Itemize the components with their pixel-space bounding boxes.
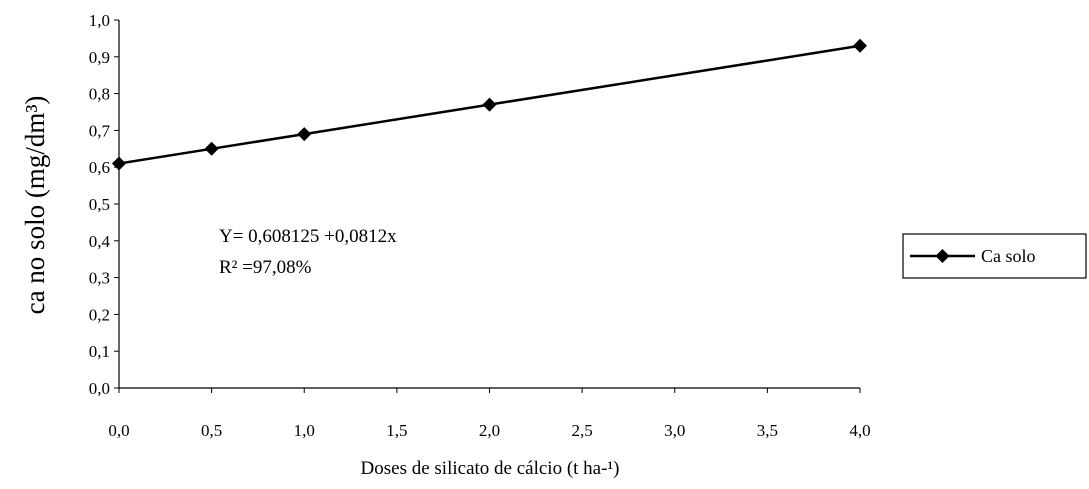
y-tick-label: 0,5 [89,195,110,214]
regression-equation: Y= 0,608125 +0,0812x [219,226,397,247]
x-tick-label: 1,0 [294,421,315,440]
legend-label: Ca solo [981,246,1036,266]
data-point [853,38,867,53]
x-tick-label: 2,5 [572,421,593,440]
data-point [297,127,312,142]
ticks: 0,0 0,1 0,2 0,3 0,4 0,5 0,6 0,7 0,8 0,9 1,0 0,0 0,5 1… [89,11,871,440]
y-tick-label: 0,9 [89,48,110,67]
data-point [204,141,219,156]
y-tick-label: 0,8 [89,85,110,104]
y-tick-label: 0,0 [89,379,110,398]
y-tick-label: 0,7 [89,121,111,140]
y-tick-label: 0,1 [89,342,110,361]
x-tick-label: 2,0 [479,421,500,440]
legend-marker [935,249,950,263]
y-tick-label: 1,0 [89,11,110,30]
axes [118,20,860,389]
y-axis-title: ca no solo (mg/dm³) [20,96,50,315]
x-tick-label: 0,5 [201,421,222,440]
y-tick-label: 0,2 [89,305,110,324]
legend: Ca solo [902,233,1087,279]
x-tick-label: 1,5 [386,421,407,440]
y-tick-label: 0,4 [89,232,111,251]
x-tick-label: 3,5 [757,421,778,440]
data-point [482,97,497,112]
x-axis-title: Doses de silicato de cálcio (t ha-¹) [361,458,620,479]
y-tick-label: 0,6 [89,158,110,177]
y-tick-label: 0,3 [89,269,110,288]
series-layer [112,38,867,171]
r-squared-annotation: R² =97,08% [219,257,312,278]
data-point [112,156,126,171]
x-tick-label: 0,0 [108,421,129,440]
x-tick-label: 3,0 [664,421,685,440]
x-tick-label: 4,0 [849,421,870,440]
